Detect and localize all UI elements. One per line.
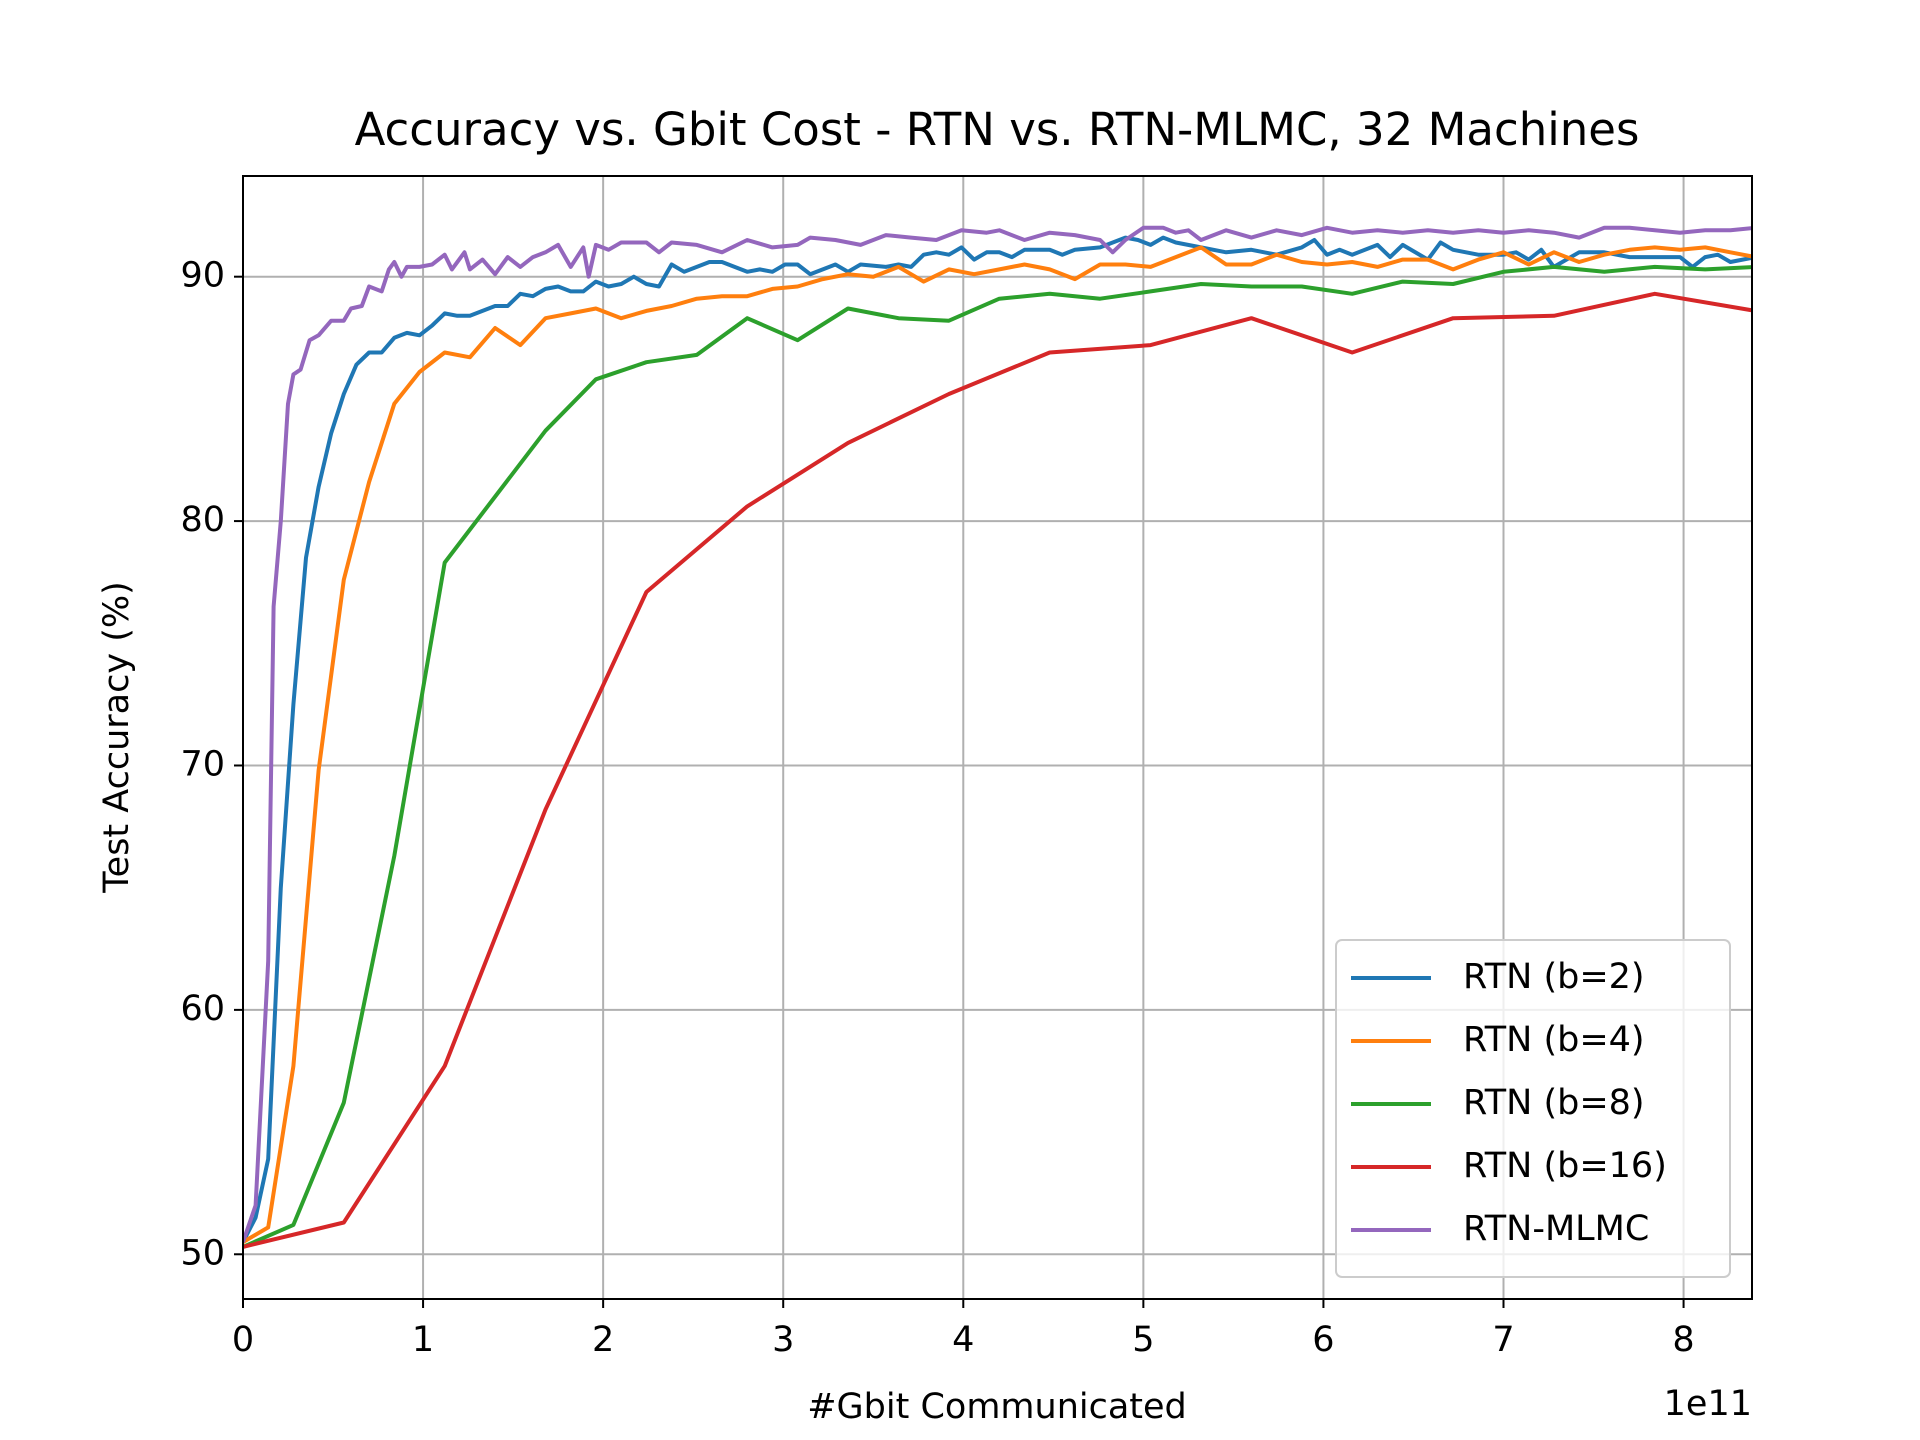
y-tick-label: 70 <box>180 744 225 784</box>
axes-frame <box>242 175 1753 1300</box>
y-axis-label: Test Accuracy (%) <box>97 581 137 894</box>
x-tick-label: 7 <box>1492 1320 1514 1360</box>
x-offset-label: 1e11 <box>1664 1384 1752 1424</box>
x-tick-label: 6 <box>1312 1320 1334 1360</box>
legend-label: RTN (b=4) <box>1463 1020 1645 1060</box>
legend-box <box>1335 939 1731 1278</box>
legend-label: RTN-MLMC <box>1463 1209 1649 1249</box>
x-tick-label: 8 <box>1672 1320 1694 1360</box>
y-tick-label: 80 <box>180 500 225 540</box>
y-tick-label: 50 <box>180 1233 225 1273</box>
y-tick-label: 60 <box>180 989 225 1029</box>
x-tick-label: 2 <box>592 1320 614 1360</box>
series-line <box>243 264 1752 1249</box>
x-tick-label: 4 <box>952 1320 974 1360</box>
x-tick-label: 1 <box>412 1320 434 1360</box>
x-tick-label: 5 <box>1132 1320 1154 1360</box>
legend-label: RTN (b=16) <box>1463 1146 1667 1186</box>
plot-area <box>243 225 1752 1249</box>
series-line <box>243 225 1752 1243</box>
series-line <box>243 245 1752 1244</box>
x-tick-label: 3 <box>772 1320 794 1360</box>
legend-label: RTN (b=8) <box>1463 1083 1645 1123</box>
chart-title: Accuracy vs. Gbit Cost - RTN vs. RTN-MLM… <box>355 103 1640 156</box>
legend-label: RTN (b=2) <box>1463 957 1645 997</box>
series-line <box>243 291 1752 1249</box>
x-axis-label: #Gbit Communicated <box>807 1387 1187 1427</box>
y-tick-label: 90 <box>180 256 225 296</box>
series-line <box>243 235 1752 1244</box>
x-tick-label: 0 <box>232 1320 254 1360</box>
